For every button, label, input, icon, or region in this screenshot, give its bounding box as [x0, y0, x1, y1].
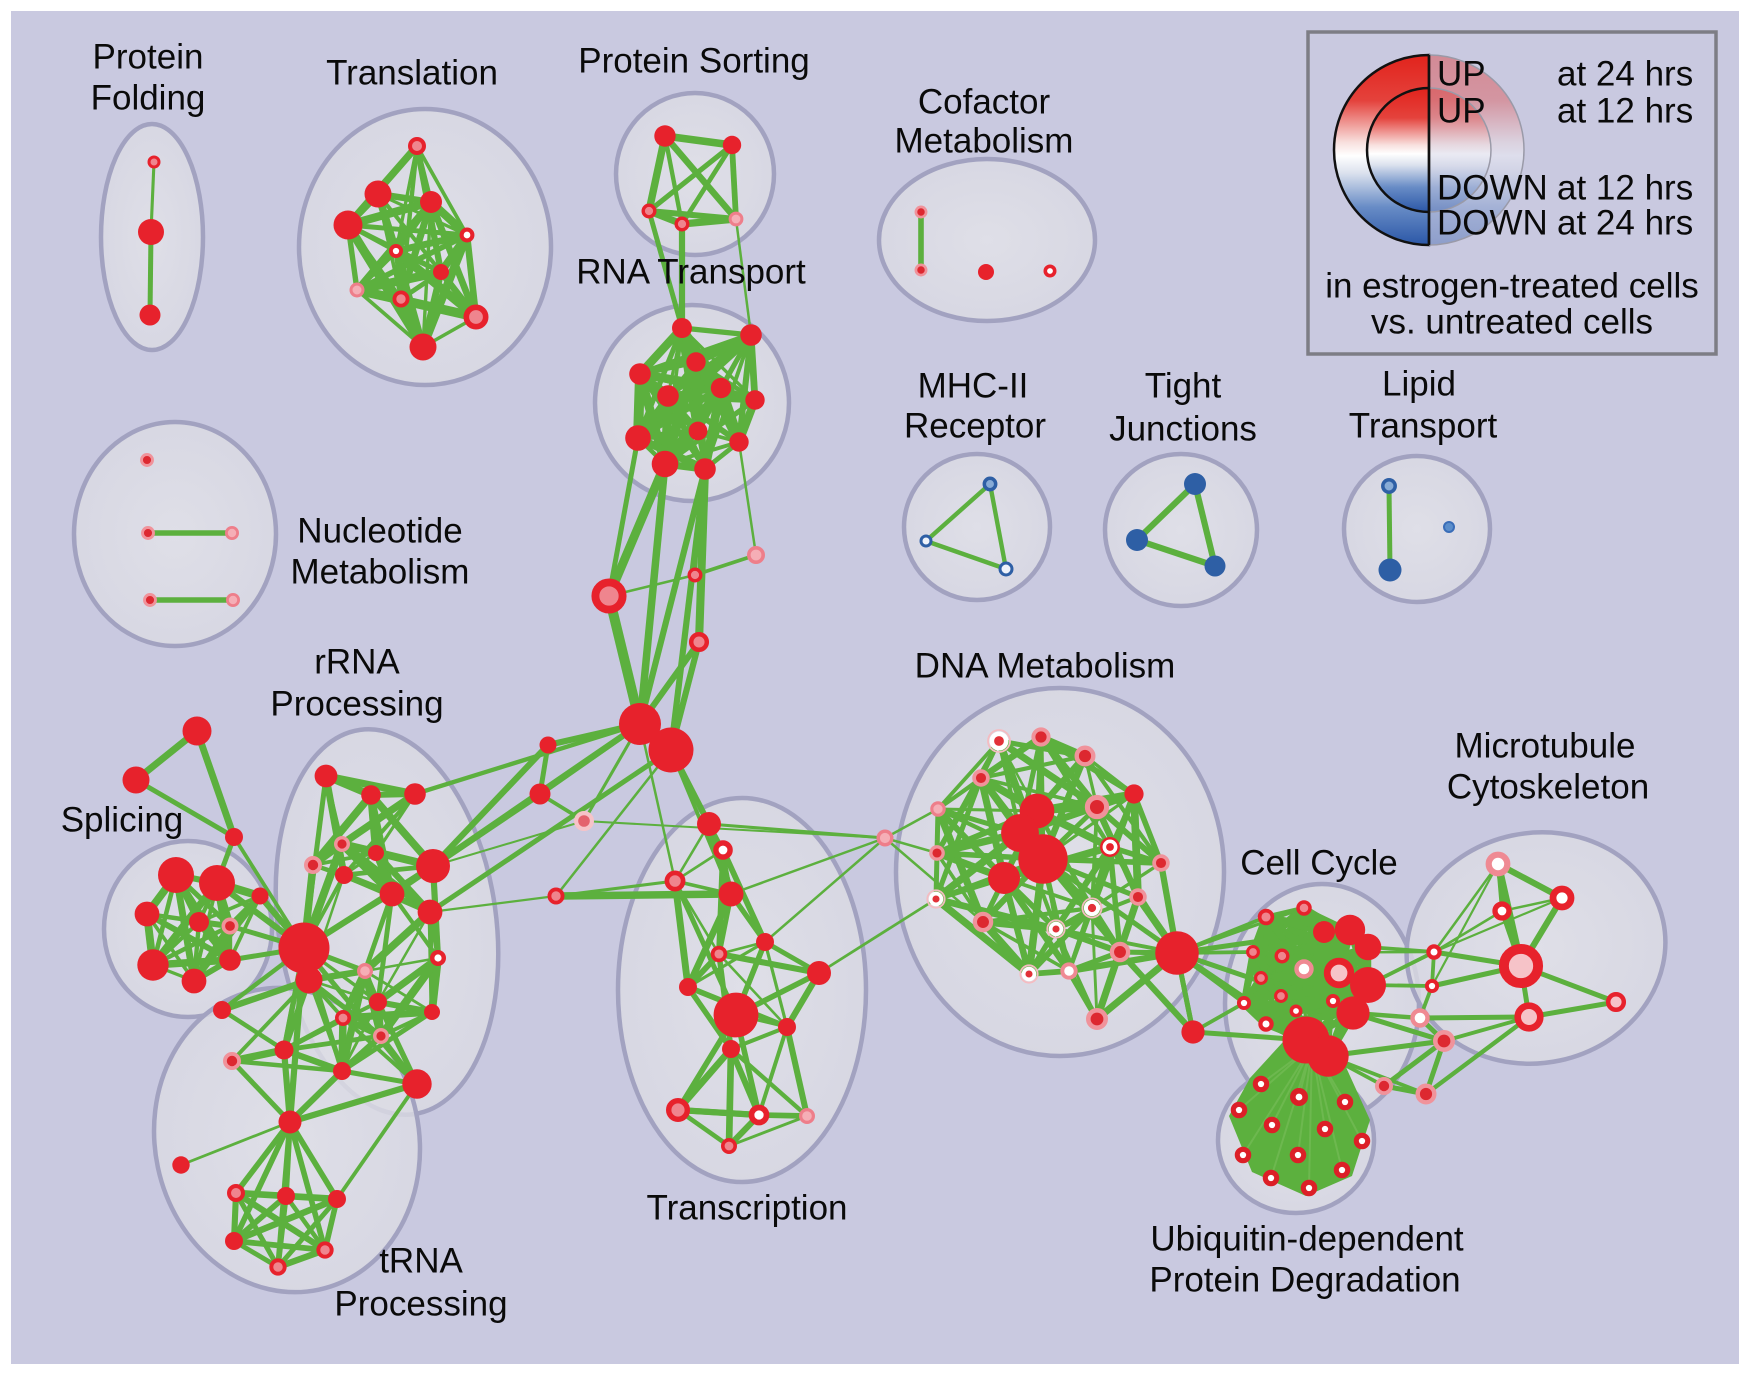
svg-text:rRNA: rRNA [314, 642, 400, 681]
svg-text:Cytoskeleton: Cytoskeleton [1447, 767, 1649, 806]
svg-text:MHC-II: MHC-II [918, 366, 1029, 405]
svg-text:Protein: Protein [93, 37, 204, 76]
svg-text:Protein Sorting: Protein Sorting [578, 41, 810, 80]
svg-text:at 12 hrs: at 12 hrs [1557, 91, 1693, 130]
svg-text:Splicing: Splicing [61, 800, 184, 839]
svg-text:Protein Degradation: Protein Degradation [1149, 1260, 1460, 1299]
svg-text:UP: UP [1437, 91, 1486, 130]
svg-text:Lipid: Lipid [1382, 364, 1456, 403]
svg-text:DNA Metabolism: DNA Metabolism [915, 646, 1176, 685]
svg-text:Cell Cycle: Cell Cycle [1240, 843, 1398, 882]
svg-text:at 24 hrs: at 24 hrs [1557, 54, 1693, 93]
svg-text:UP: UP [1437, 54, 1486, 93]
svg-text:Ubiquitin-dependent: Ubiquitin-dependent [1150, 1219, 1464, 1258]
svg-text:Microtubule: Microtubule [1455, 726, 1636, 765]
svg-text:Cofactor: Cofactor [918, 82, 1051, 121]
svg-text:DOWN: DOWN [1437, 203, 1548, 242]
svg-text:in estrogen-treated cells: in estrogen-treated cells [1325, 266, 1699, 305]
svg-text:Junctions: Junctions [1109, 409, 1257, 448]
svg-text:vs. untreated cells: vs. untreated cells [1371, 302, 1653, 341]
svg-text:Processing: Processing [270, 684, 443, 723]
svg-text:Transcription: Transcription [647, 1188, 848, 1227]
svg-text:RNA Transport: RNA Transport [576, 252, 806, 291]
svg-text:DOWN: DOWN [1437, 168, 1548, 207]
svg-text:at 24 hrs: at 24 hrs [1557, 203, 1693, 242]
svg-text:tRNA: tRNA [379, 1241, 463, 1280]
svg-text:at 12 hrs: at 12 hrs [1557, 168, 1693, 207]
svg-text:Receptor: Receptor [904, 406, 1046, 445]
svg-text:Transport: Transport [1349, 406, 1498, 445]
svg-text:Tight: Tight [1145, 366, 1222, 405]
svg-text:Folding: Folding [91, 78, 206, 117]
svg-text:Translation: Translation [326, 53, 498, 92]
svg-text:Metabolism: Metabolism [291, 552, 470, 591]
svg-text:Metabolism: Metabolism [895, 121, 1074, 160]
svg-text:Nucleotide: Nucleotide [297, 511, 462, 550]
svg-text:Processing: Processing [334, 1284, 507, 1323]
